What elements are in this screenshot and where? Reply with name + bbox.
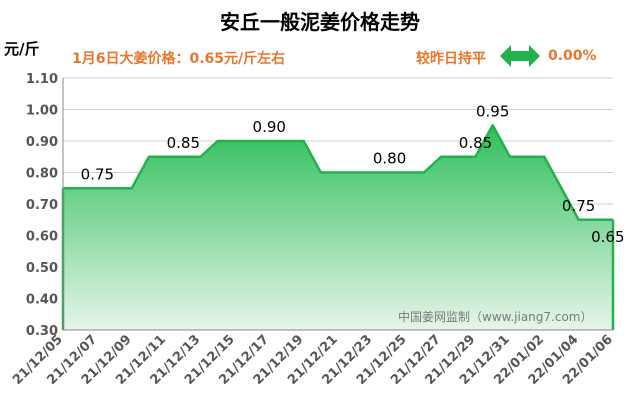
y-tick-label: 1.00 (26, 104, 58, 119)
y-tick-label: 0.30 (26, 324, 58, 339)
data-label: 0.80 (373, 150, 406, 168)
series-line (63, 124, 613, 221)
data-label: 0.85 (459, 134, 492, 152)
double-arrow-icon (500, 45, 540, 67)
unit-label: 元/斤 (4, 40, 40, 58)
y-tick-label: 0.60 (26, 230, 58, 245)
y-tick-label: 0.90 (26, 135, 58, 150)
change-value: 0.00% (548, 48, 597, 64)
data-label: 0.85 (167, 134, 200, 152)
area-fill (63, 125, 613, 330)
y-tick-label: 1.10 (26, 72, 58, 87)
data-label: 0.90 (253, 118, 286, 136)
chart-title: 安丘一般泥姜价格走势 (220, 10, 420, 34)
y-tick-label: 0.50 (26, 261, 58, 276)
compare-text: 较昨日持平 (416, 51, 486, 67)
price-note: 1月6日大姜价格：0.65元/斤左右 (72, 51, 286, 67)
y-tick-label: 0.40 (26, 293, 58, 308)
data-label: 0.65 (591, 228, 624, 246)
y-tick-label: 0.70 (26, 198, 58, 213)
data-label: 0.75 (562, 197, 595, 215)
data-label: 0.95 (476, 102, 509, 120)
y-tick-label: 0.80 (26, 167, 58, 182)
data-label: 0.75 (81, 165, 114, 183)
watermark: 中国姜网监制（www.jiang7.com） (398, 310, 593, 324)
